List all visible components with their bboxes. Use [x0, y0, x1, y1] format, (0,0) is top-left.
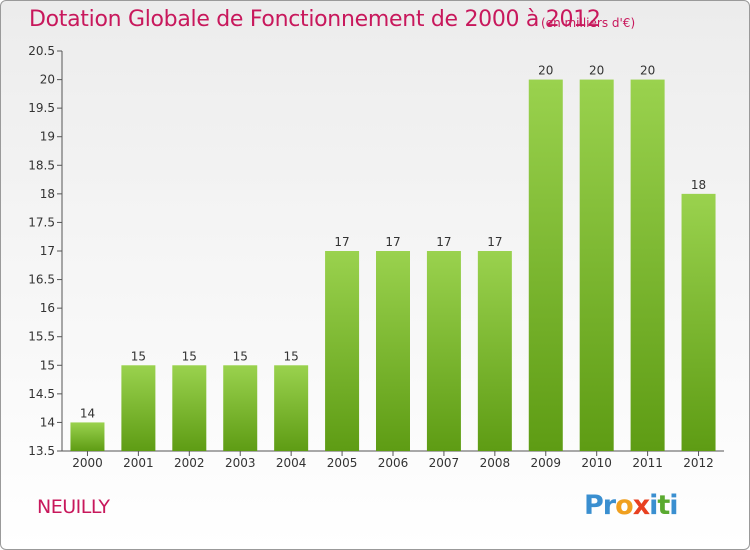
y-tick-label: 13.5	[28, 444, 55, 458]
y-tick-label: 15	[40, 358, 55, 372]
x-tick-label-2008: 2008	[480, 456, 511, 470]
y-tick-label: 14	[40, 415, 55, 429]
data-label-2012: 18	[691, 178, 706, 192]
y-tick-label: 16.5	[28, 273, 55, 287]
bar-2010	[579, 79, 614, 452]
bar-2008	[477, 251, 512, 451]
bar-2002	[172, 365, 207, 451]
x-tick-label-2006: 2006	[378, 456, 409, 470]
bar-2007	[426, 251, 461, 451]
x-tick-label-2003: 2003	[225, 456, 256, 470]
y-tick-label: 16	[40, 301, 55, 315]
logo-letter: r	[602, 490, 616, 521]
y-tick-label: 19.5	[28, 101, 55, 115]
bar-2011	[630, 79, 665, 452]
data-label-2010: 20	[589, 64, 604, 78]
commune-name: NEUILLY	[37, 496, 110, 518]
bar-2004	[274, 365, 309, 451]
x-tick-label-2010: 2010	[581, 456, 612, 470]
logo-letter: P	[584, 490, 604, 521]
y-tick-label: 14.5	[28, 387, 55, 401]
x-tick-label-2000: 2000	[72, 456, 103, 470]
y-tick-label: 19	[40, 130, 55, 144]
data-label-2005: 17	[334, 235, 349, 249]
logo-letter: i	[669, 490, 678, 521]
data-labels: 14 15 15 15 15 17 17 17 17 20 20 20 18	[80, 64, 706, 421]
x-tick-label-2007: 2007	[429, 456, 460, 470]
data-label-2008: 17	[487, 235, 502, 249]
bar-2006	[376, 251, 410, 451]
bar-2005	[325, 251, 360, 451]
chart-subtitle: (en milliers d'€)	[541, 16, 636, 30]
x-tick-label-2012: 2012	[683, 456, 714, 470]
x-tick-label-2005: 2005	[327, 456, 358, 470]
bar-2012	[681, 193, 716, 451]
data-label-2003: 15	[233, 349, 248, 363]
data-label-2000: 14	[80, 406, 95, 420]
data-label-2002: 15	[182, 349, 197, 363]
logo-letter: t	[657, 490, 670, 521]
data-label-2011: 20	[640, 64, 655, 78]
data-label-2001: 15	[131, 349, 146, 363]
y-tick-label: 15.5	[28, 330, 55, 344]
x-tick-label-2011: 2011	[632, 456, 663, 470]
data-label-2004: 15	[284, 349, 299, 363]
x-tick-label-2002: 2002	[174, 456, 205, 470]
bar-2009	[528, 79, 563, 452]
x-tick-label-2001: 2001	[123, 456, 154, 470]
logo-letter: i	[649, 490, 658, 521]
data-label-2009: 20	[538, 64, 553, 78]
data-label-2007: 17	[436, 235, 451, 249]
x-tick-label-2004: 2004	[276, 456, 307, 470]
bar-2003	[223, 365, 258, 451]
y-tick-label: 17	[40, 244, 55, 258]
data-label-2006: 17	[385, 235, 400, 249]
logo-letter: x	[632, 490, 650, 521]
proxiti-logo: Proxiti	[584, 490, 679, 521]
chart-title: Dotation Globale de Fonctionnement de 20…	[29, 7, 601, 32]
bars	[70, 79, 716, 452]
bar-2001	[121, 365, 156, 451]
y-tick-label: 20.5	[28, 44, 55, 58]
x-tick-label-2009: 2009	[530, 456, 561, 470]
y-tick-label: 18.5	[28, 158, 55, 172]
logo-letter: o	[615, 490, 634, 521]
bar-2000	[70, 422, 105, 451]
y-tick-label: 18	[40, 187, 55, 201]
y-tick-label: 20	[40, 73, 55, 87]
axes: 13.5 14 14.5 15 15.5 16 16.5 17 17.5 18 18.5 19 19.5…	[28, 44, 724, 470]
y-tick-label: 17.5	[28, 215, 55, 229]
